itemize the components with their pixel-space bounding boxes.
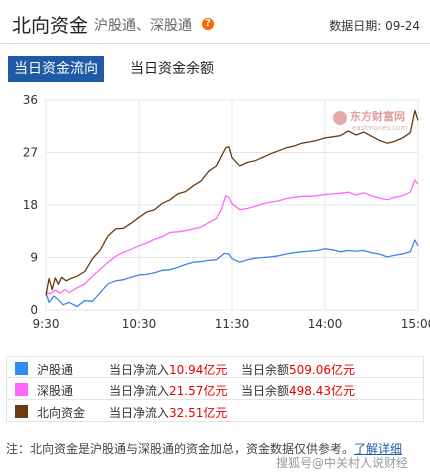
source-watermark: 搜狐号@中关村人说财经: [275, 456, 408, 470]
header: 北向资金 沪股通、深股通 ? 数据日期: 09-24: [0, 0, 430, 44]
x-tick-label: 14:00: [308, 317, 343, 331]
x-tick-label: 9:30: [33, 317, 60, 331]
legend-name: 沪股通: [37, 363, 74, 377]
y-tick-label: 18: [23, 198, 38, 212]
tab-bar: 当日资金流向 当日资金余额: [0, 56, 430, 82]
brand-domain: eastmoney.com: [352, 124, 407, 132]
tab-daily-flow[interactable]: 当日资金流向: [8, 56, 104, 82]
y-tick-label: 36: [23, 93, 38, 107]
series-line-1: [45, 179, 419, 295]
legend-swatch-sz: [15, 383, 28, 396]
inflow-value: 10.94亿元: [169, 363, 228, 377]
legend-swatch-sh: [15, 362, 28, 375]
learn-more-link[interactable]: 了解详细: [354, 442, 403, 456]
balance-value: 498.43亿元: [289, 384, 356, 398]
x-tick-label: 15:00: [401, 317, 430, 331]
brand-logo-icon: [333, 111, 347, 125]
page-subtitle: 沪股通、深股通: [94, 18, 192, 34]
y-tick-label: 0: [30, 303, 38, 317]
tab-daily-balance[interactable]: 当日资金余额: [130, 61, 214, 77]
x-tick-label: 11:30: [215, 317, 250, 331]
page-title: 北向资金: [12, 15, 89, 37]
chart-axes: 0 9 18 27 36 9:30 10:30 11:30 14:00 15:00: [23, 93, 430, 331]
balance-value: 509.06亿元: [289, 363, 356, 377]
legend-name: 北向资金: [37, 406, 86, 420]
chart-grid: [45, 99, 419, 311]
inflow-value: 32.51亿元: [169, 406, 228, 420]
help-icon[interactable]: ?: [202, 18, 214, 30]
legend-inflow: 当日净流入32.51亿元: [109, 406, 228, 420]
data-date-label: 数据日期: 09-24: [329, 19, 420, 33]
brand-watermark: 东方财富网 eastmoney.com: [333, 109, 407, 132]
y-tick-label: 9: [30, 251, 38, 265]
legend-balance: 当日余额509.06亿元: [241, 363, 356, 377]
legend-balance: 当日余额498.43亿元: [241, 384, 356, 398]
legend-row-sz: 深股通 当日净流入21.57亿元 当日余额498.43亿元: [6, 378, 424, 400]
legend-swatch-north: [15, 405, 28, 418]
footnote: 注：北向资金是沪股通与深股通的资金加总，资金数据仅供参考。了解详细: [6, 440, 402, 457]
y-tick-label: 27: [23, 146, 38, 160]
chart-series: [45, 109, 419, 308]
flow-chart: 东方财富网 eastmoney.com 0 9 18 27 36 9:30 10:30 11:…: [23, 93, 430, 331]
chart-area: 东方财富网 eastmoney.com 0 9 18 27 36 9:30 10:30 11:…: [0, 88, 430, 338]
legend-row-sh: 沪股通 当日净流入10.94亿元 当日余额509.06亿元: [6, 356, 424, 378]
legend-inflow: 当日净流入21.57亿元: [109, 384, 228, 398]
x-tick-label: 10:30: [122, 317, 157, 331]
series-line-0: [45, 239, 419, 308]
legend-row-north: 北向资金 当日净流入32.51亿元: [6, 400, 424, 422]
legend-name: 深股通: [37, 384, 74, 398]
series-line-2: [45, 109, 419, 296]
brand-name: 东方财富网: [350, 109, 405, 123]
inflow-value: 21.57亿元: [169, 384, 228, 398]
footnote-text: 注：北向资金是沪股通与深股通的资金加总，资金数据仅供参考。: [6, 442, 355, 456]
legend-inflow: 当日净流入10.94亿元: [109, 363, 228, 377]
